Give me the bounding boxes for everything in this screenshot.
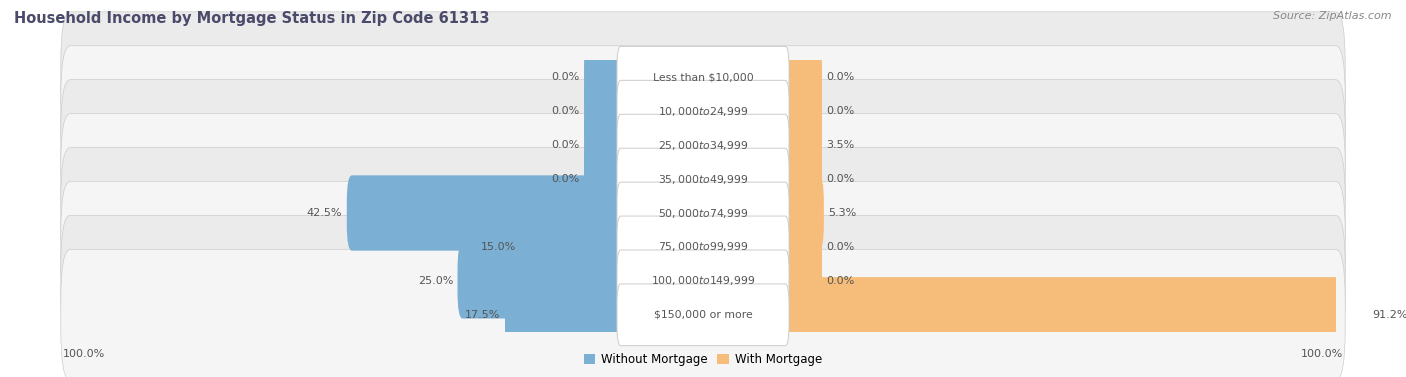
FancyBboxPatch shape (60, 215, 1346, 346)
Text: 0.0%: 0.0% (827, 106, 855, 116)
FancyBboxPatch shape (780, 141, 823, 217)
Text: 0.0%: 0.0% (551, 106, 579, 116)
FancyBboxPatch shape (617, 148, 789, 210)
Text: 25.0%: 25.0% (418, 276, 453, 286)
Text: 0.0%: 0.0% (551, 72, 579, 82)
FancyBboxPatch shape (617, 46, 789, 108)
FancyBboxPatch shape (617, 216, 789, 278)
Text: 0.0%: 0.0% (827, 276, 855, 286)
FancyBboxPatch shape (60, 46, 1346, 177)
Text: 17.5%: 17.5% (465, 310, 501, 320)
Text: $35,000 to $49,999: $35,000 to $49,999 (658, 173, 748, 185)
Text: $150,000 or more: $150,000 or more (654, 310, 752, 320)
Text: 15.0%: 15.0% (481, 242, 516, 252)
FancyBboxPatch shape (60, 80, 1346, 211)
Text: 3.5%: 3.5% (827, 140, 855, 150)
FancyBboxPatch shape (60, 147, 1346, 279)
Text: 100.0%: 100.0% (63, 349, 105, 359)
FancyBboxPatch shape (780, 107, 823, 183)
Text: $10,000 to $24,999: $10,000 to $24,999 (658, 105, 748, 118)
Text: Household Income by Mortgage Status in Zip Code 61313: Household Income by Mortgage Status in Z… (14, 11, 489, 26)
Text: 91.2%: 91.2% (1372, 310, 1406, 320)
Text: 100.0%: 100.0% (1301, 349, 1343, 359)
Text: $75,000 to $99,999: $75,000 to $99,999 (658, 241, 748, 253)
Text: $50,000 to $74,999: $50,000 to $74,999 (658, 207, 748, 219)
FancyBboxPatch shape (583, 74, 626, 149)
FancyBboxPatch shape (457, 243, 626, 319)
FancyBboxPatch shape (505, 277, 626, 352)
FancyBboxPatch shape (780, 277, 1367, 352)
FancyBboxPatch shape (780, 209, 823, 285)
FancyBboxPatch shape (60, 12, 1346, 143)
Text: 5.3%: 5.3% (828, 208, 856, 218)
FancyBboxPatch shape (617, 182, 789, 244)
FancyBboxPatch shape (780, 40, 823, 115)
FancyBboxPatch shape (617, 284, 789, 346)
FancyBboxPatch shape (617, 114, 789, 176)
FancyBboxPatch shape (583, 40, 626, 115)
Text: Source: ZipAtlas.com: Source: ZipAtlas.com (1274, 11, 1392, 21)
FancyBboxPatch shape (617, 250, 789, 312)
FancyBboxPatch shape (617, 80, 789, 142)
FancyBboxPatch shape (583, 107, 626, 183)
Text: $100,000 to $149,999: $100,000 to $149,999 (651, 274, 755, 287)
Legend: Without Mortgage, With Mortgage: Without Mortgage, With Mortgage (579, 349, 827, 371)
FancyBboxPatch shape (60, 113, 1346, 245)
Text: 0.0%: 0.0% (827, 242, 855, 252)
Text: $25,000 to $34,999: $25,000 to $34,999 (658, 139, 748, 152)
Text: Less than $10,000: Less than $10,000 (652, 72, 754, 82)
FancyBboxPatch shape (780, 243, 823, 319)
Text: 0.0%: 0.0% (551, 140, 579, 150)
FancyBboxPatch shape (60, 181, 1346, 313)
FancyBboxPatch shape (60, 249, 1346, 377)
Text: 42.5%: 42.5% (307, 208, 342, 218)
Text: 0.0%: 0.0% (551, 174, 579, 184)
Text: 0.0%: 0.0% (827, 72, 855, 82)
FancyBboxPatch shape (520, 209, 626, 285)
FancyBboxPatch shape (583, 141, 626, 217)
FancyBboxPatch shape (780, 175, 824, 251)
Text: 0.0%: 0.0% (827, 174, 855, 184)
FancyBboxPatch shape (347, 175, 626, 251)
FancyBboxPatch shape (780, 74, 823, 149)
